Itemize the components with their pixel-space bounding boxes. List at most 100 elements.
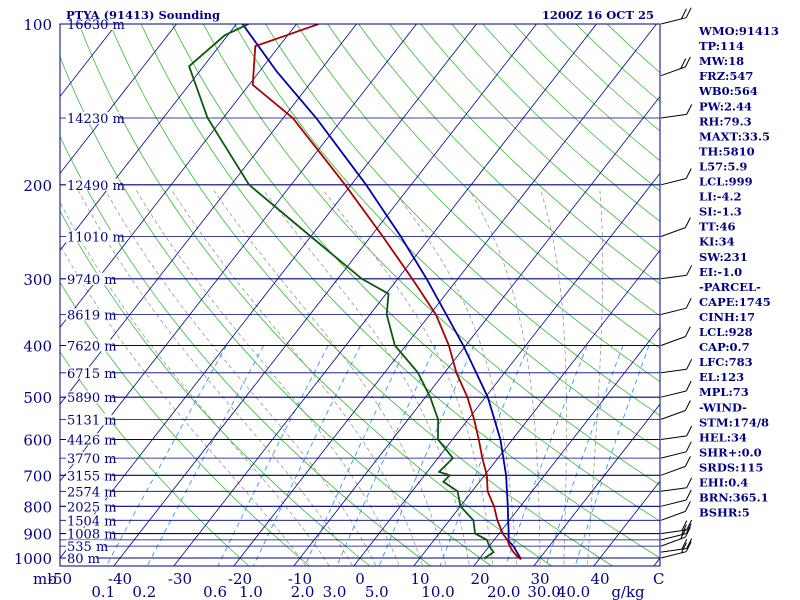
moist-adiabat bbox=[393, 190, 517, 566]
parcel-trace-line bbox=[241, 24, 522, 560]
pressure-tick-label: 600 bbox=[23, 432, 52, 450]
height-label-background bbox=[66, 272, 112, 285]
mixing-ratio-label: 40.0 bbox=[557, 583, 590, 600]
dry-adiabat bbox=[60, 135, 432, 566]
height-label-background bbox=[66, 112, 120, 124]
pressure-tick-label: 400 bbox=[23, 338, 52, 356]
mixing-ratio-label: 0.6 bbox=[203, 583, 227, 600]
wind-barb bbox=[660, 104, 693, 119]
dry-adiabat bbox=[420, 24, 660, 253]
temperature-tick-label: 30 bbox=[530, 570, 549, 588]
dry-adiabat bbox=[202, 24, 660, 486]
height-label-background bbox=[66, 452, 112, 465]
isotherm bbox=[233, 24, 658, 566]
dry-adiabat bbox=[296, 24, 660, 383]
chart-title: PTYA (91413) Sounding bbox=[66, 8, 220, 22]
sounding-index: MPL:73 bbox=[699, 385, 749, 399]
height-label: 535 m bbox=[67, 540, 108, 555]
sounding-index: -PARCEL- bbox=[699, 280, 761, 294]
height-label-background bbox=[66, 540, 104, 553]
wind-barb bbox=[660, 7, 692, 25]
wind-barb-feather bbox=[686, 104, 693, 115]
wind-barb bbox=[660, 326, 691, 346]
isotherm bbox=[60, 24, 238, 251]
wind-barb-staff bbox=[660, 410, 686, 420]
height-label-background bbox=[66, 469, 112, 482]
dry-adiabat bbox=[140, 24, 660, 559]
wind-barb-staff bbox=[660, 113, 687, 119]
wind-barb-feather bbox=[685, 441, 692, 453]
moist-adiabat bbox=[587, 190, 604, 566]
pressure-tick-label: 900 bbox=[23, 526, 52, 544]
height-label: 2025 m bbox=[67, 500, 117, 515]
height-label-background bbox=[66, 178, 120, 191]
pressure-tick-label: 500 bbox=[23, 389, 52, 407]
sounding-index: LCL:928 bbox=[699, 325, 753, 339]
sounding-index: TP:114 bbox=[699, 39, 744, 53]
wind-barb-feather bbox=[685, 297, 692, 309]
height-label: 12490 m bbox=[67, 179, 125, 194]
dry-adiabat bbox=[264, 24, 660, 416]
wind-barb-feather bbox=[684, 56, 691, 68]
height-label-background bbox=[66, 485, 112, 498]
isotherm bbox=[60, 24, 298, 328]
wind-barb-feather bbox=[686, 519, 693, 531]
moist-adiabat bbox=[469, 190, 541, 566]
pressure-tick-label: 700 bbox=[23, 467, 52, 485]
height-label-background bbox=[66, 339, 112, 352]
dry-adiabat bbox=[171, 24, 660, 522]
wind-barb-staff bbox=[660, 465, 686, 476]
sounding-index: KI:34 bbox=[699, 235, 735, 249]
plot-frame bbox=[59, 23, 661, 567]
moist-adiabat bbox=[136, 190, 400, 566]
dry-adiabat bbox=[544, 24, 660, 132]
isotherm bbox=[173, 24, 598, 566]
isotherm bbox=[60, 24, 358, 405]
dry-adiabat bbox=[451, 24, 660, 222]
pressure-tick-label: 200 bbox=[23, 177, 52, 195]
wind-barb-feather bbox=[685, 489, 692, 501]
isotherm bbox=[60, 24, 178, 175]
sounding-index: EL:123 bbox=[699, 370, 744, 384]
height-label: 8619 m bbox=[67, 309, 117, 324]
wind-barb bbox=[660, 297, 692, 315]
moist-adiabat bbox=[105, 190, 377, 566]
wind-barb-feather bbox=[684, 400, 691, 411]
wind-barb-feather bbox=[686, 264, 693, 276]
height-label: 1008 m bbox=[67, 528, 117, 543]
mixing-ratio-unit-label: g/kg bbox=[611, 583, 645, 600]
temperature-profile-line bbox=[251, 24, 522, 560]
mixing-ratio-label: 2.0 bbox=[291, 583, 315, 600]
wind-barb bbox=[660, 456, 691, 476]
wind-barb bbox=[660, 541, 692, 559]
wind-barb bbox=[660, 489, 692, 507]
wind-barb-feather bbox=[684, 217, 691, 228]
sounding-index: EHI:0.4 bbox=[699, 476, 748, 490]
mixing-ratio-label: 1.0 bbox=[239, 583, 263, 600]
dry-adiabat bbox=[513, 24, 660, 162]
sounding-index: BRN:365.1 bbox=[699, 491, 769, 505]
wind-barb-feather bbox=[681, 538, 688, 550]
sounding-index: SW:231 bbox=[699, 250, 748, 264]
temperature-tick-label: -50 bbox=[48, 570, 72, 588]
isotherm bbox=[353, 172, 660, 566]
height-label-background bbox=[66, 514, 112, 527]
dry-adiabat bbox=[233, 24, 660, 451]
wind-barb bbox=[660, 441, 692, 459]
height-label: 1504 m bbox=[67, 514, 117, 529]
wind-barb-staff bbox=[660, 510, 686, 521]
sounding-index: TH:5810 bbox=[699, 144, 755, 158]
wind-barb-staff bbox=[660, 390, 687, 398]
height-label: 2574 m bbox=[67, 485, 117, 500]
height-label-background bbox=[66, 308, 112, 321]
sounding-index: L57:5.9 bbox=[699, 160, 747, 174]
sounding-index: SI:-1.3 bbox=[699, 205, 742, 219]
mixing-ratio-label: 20.0 bbox=[487, 583, 520, 600]
wind-barb bbox=[660, 217, 691, 237]
temperature-tick-label: 0 bbox=[355, 570, 365, 588]
isotherm bbox=[60, 24, 418, 482]
dry-adiabat bbox=[60, 209, 371, 566]
wind-barb-staff bbox=[660, 336, 686, 346]
sounding-index: -WIND- bbox=[699, 400, 747, 414]
wind-barb bbox=[660, 56, 691, 77]
